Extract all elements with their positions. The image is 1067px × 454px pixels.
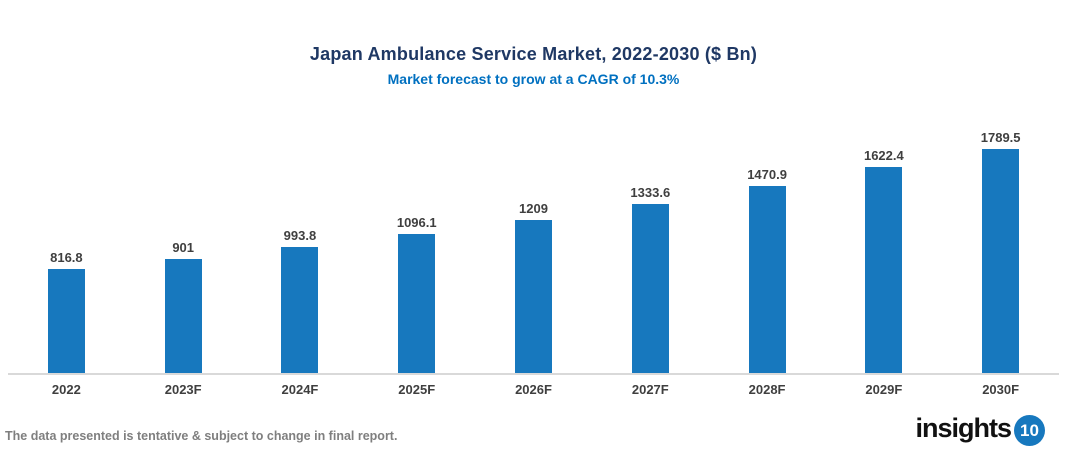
bar xyxy=(748,186,786,373)
bar xyxy=(47,269,85,373)
bar xyxy=(281,247,319,373)
disclaimer-note: The data presented is tentative & subjec… xyxy=(5,429,398,443)
logo-text: insights xyxy=(915,413,1012,443)
x-axis-label: 2024F xyxy=(281,382,319,397)
bar-chart: 816.8 901 993.8 1096.1 1209 1333.6 1470.9 1622.… xyxy=(8,130,1059,397)
x-axis-label: 2022 xyxy=(51,382,81,397)
x-axis-labels: 2022 2023F 2024F 2025F 2026F 2027F 2028F 2029F 2… xyxy=(8,382,1059,397)
bar-value-label: 1096.1 xyxy=(396,215,437,230)
x-axis-label: 2025F xyxy=(398,382,436,397)
bar-column-2024F: 993.8 xyxy=(242,130,359,373)
x-axis-label: 2030F xyxy=(982,382,1020,397)
bar-value-label: 1209 xyxy=(519,201,548,216)
bar xyxy=(982,149,1020,373)
bar xyxy=(515,220,553,373)
bar-value-label: 1470.9 xyxy=(747,167,787,182)
bar-column-2022: 816.8 xyxy=(8,130,125,373)
bar-value-label: 901 xyxy=(172,240,195,255)
chart-title: Japan Ambulance Service Market, 2022-203… xyxy=(309,44,758,64)
insights10-logo: insights 10 xyxy=(915,411,1045,446)
bar-column-2027F: 1333.6 xyxy=(592,130,709,373)
bar-column-2028F: 1470.9 xyxy=(709,130,826,373)
plot-area: 816.8 901 993.8 1096.1 1209 1333.6 1470.9 1622.… xyxy=(8,130,1059,375)
x-axis-label: 2023F xyxy=(164,382,202,397)
bar xyxy=(398,234,436,373)
bar-column-2026F: 1209 xyxy=(475,130,592,373)
x-axis-label: 2026F xyxy=(515,382,552,397)
bar xyxy=(865,167,903,373)
bar-value-label: 1333.6 xyxy=(630,185,671,200)
x-axis-label: 2027F xyxy=(631,382,669,397)
bar-column-2023F: 901 xyxy=(125,130,242,373)
bar-value-label: 993.8 xyxy=(283,228,317,243)
bar-value-label: 1622.4 xyxy=(863,148,904,163)
bar xyxy=(164,259,202,373)
x-axis-label: 2028F xyxy=(748,382,786,397)
chart-subtitle: Market forecast to grow at a CAGR of 10.… xyxy=(387,71,680,87)
x-axis-label: 2029F xyxy=(865,382,903,397)
bar-column-2029F: 1622.4 xyxy=(825,130,942,373)
bar xyxy=(631,204,669,373)
logo-badge: 10 xyxy=(1014,415,1045,446)
bar-value-label: 816.8 xyxy=(50,250,83,265)
bar-column-2030F: 1789.5 xyxy=(942,130,1059,373)
bar-column-2025F: 1096.1 xyxy=(358,130,475,373)
bar-value-label: 1789.5 xyxy=(980,130,1021,145)
